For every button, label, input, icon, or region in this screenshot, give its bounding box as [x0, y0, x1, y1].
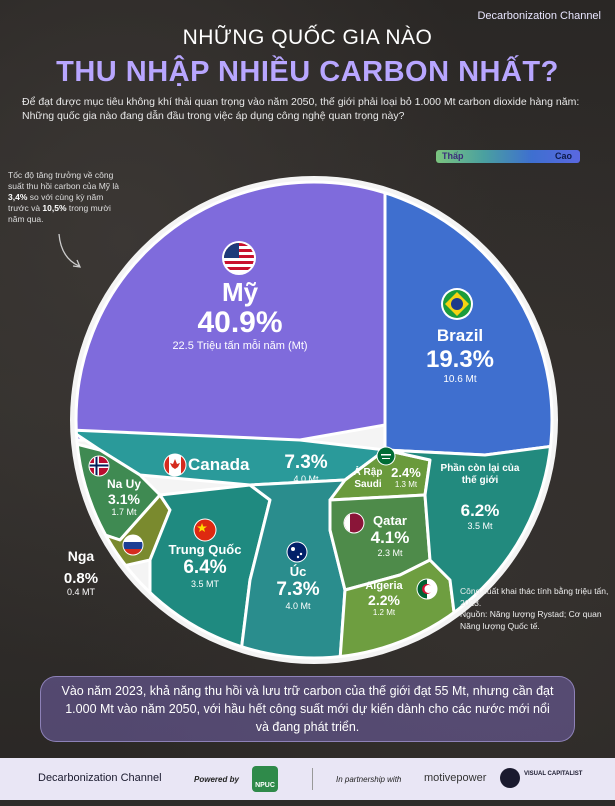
- canada-flag-icon: [163, 453, 187, 477]
- label-china: Trung Quốc 6.4% 3.5 MT: [168, 542, 242, 589]
- saudi-flag-icon: [376, 446, 396, 466]
- usa-flag-icon: [222, 241, 256, 275]
- label-qatar: Qatar 4.1% 2.3 Mt: [370, 513, 410, 558]
- title-line-1: NHỮNG QUỐC GIA NÀO: [182, 26, 433, 49]
- label-rest-of-world: Phần còn lại của thế giới 6.2% 3.5 Mt: [440, 463, 520, 531]
- voronoi-chart: [70, 176, 558, 664]
- label-brazil: Brazil 19.3% 10.6 Mt: [425, 326, 495, 385]
- brand-logo-top: Decarbonization Channel: [477, 10, 601, 22]
- npuc-logo: NPUC: [252, 766, 278, 792]
- legend-high: Cao: [554, 151, 572, 161]
- footer: Decarbonization Channel Powered by NPUC …: [0, 758, 615, 800]
- footer-divider: [312, 768, 313, 790]
- algeria-flag-icon: [416, 578, 438, 600]
- title-line-2: THU NHẬP NHIỀU CARBON NHẤT?: [56, 56, 559, 88]
- qatar-flag-icon: [343, 512, 365, 534]
- mt-value: 22.5 Triệu tấn mỗi năm (Mt): [172, 340, 308, 352]
- color-legend: Thấp Cao: [436, 150, 580, 163]
- country-name: Mỹ: [221, 277, 259, 307]
- china-flag-icon: [193, 518, 217, 542]
- label-saudi-name: Ả Rập Saudi: [353, 467, 383, 490]
- partnership-label: In partnership with: [336, 775, 402, 784]
- visual-capitalist-logo: VISUAL CAPITALIST: [524, 771, 583, 777]
- share-value: 40.9%: [197, 306, 283, 339]
- source-note: Công suất khai thác tính bằng triệu tấn,…: [460, 586, 609, 631]
- summary-callout: Vào năm 2023, khả năng thu hồi và lưu tr…: [40, 676, 575, 742]
- cell-brazil: [383, 182, 552, 457]
- norway-flag-icon: [88, 455, 110, 477]
- motivepower-logo: motivepower: [424, 772, 487, 784]
- footer-brand-logo: Decarbonization Channel: [38, 772, 162, 784]
- label-usa: Mỹ 40.9% 22.5 Triệu tấn mỗi năm (Mt): [150, 278, 330, 352]
- visual-capitalist-logo-icon: [500, 768, 520, 788]
- us-growth-note: Tốc độ tăng trưởng về công suất thu hồi …: [8, 170, 120, 224]
- subtitle: Để đạt được mục tiêu không khí thải quan…: [22, 96, 580, 122]
- label-norway: Na Uy 3.1% 1.7 Mt: [106, 477, 141, 517]
- label-algeria: Algeria 2.2% 1.2 Mt: [365, 580, 403, 617]
- label-canada: 7.3% 4.0 Mt: [284, 452, 328, 484]
- russia-flag-icon: [122, 534, 144, 556]
- label-saudi: 2.4% 1.3 Mt: [391, 465, 421, 489]
- legend-low: Thấp: [442, 151, 464, 161]
- australia-flag-icon: [286, 541, 308, 563]
- note-arrow-icon: [58, 233, 82, 268]
- label-russia: Nga 0.8% 0.4 MT: [63, 548, 99, 597]
- powered-by-label: Powered by: [194, 775, 239, 784]
- label-australia: Úc 7.3% 4.0 Mt: [276, 564, 320, 611]
- brazil-flag-icon: [441, 288, 473, 320]
- label-canada-name: Canada: [188, 455, 250, 474]
